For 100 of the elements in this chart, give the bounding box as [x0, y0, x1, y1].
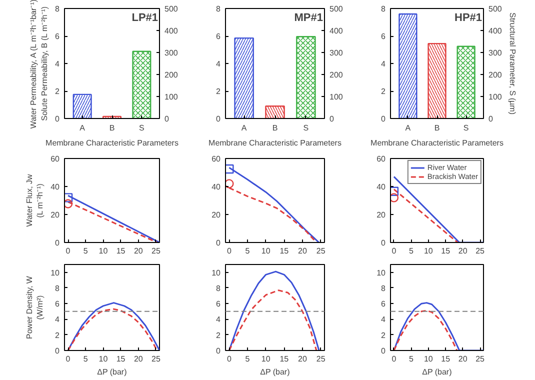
- x-tick-label: 10: [261, 354, 271, 364]
- y-tick-label: 20: [50, 210, 60, 220]
- y-tick-label: 8: [381, 284, 386, 293]
- chart-title: LP#1: [132, 12, 158, 24]
- y-tick-label: 0: [381, 114, 386, 124]
- x-tick-label: 25: [476, 246, 486, 256]
- y-tick-label: 2: [216, 87, 222, 96]
- y-tick-label: 4: [381, 60, 386, 68]
- x-tick-label: 5: [245, 354, 250, 364]
- x-axis-title: Membrane Characteristic Parameters: [46, 138, 178, 148]
- x-tick-label: 10: [261, 246, 271, 256]
- y-tick-label: 0: [55, 238, 60, 248]
- y-tick-label: 2: [55, 87, 60, 96]
- y-tick-label: 10: [212, 268, 222, 278]
- x-tick-label: 20: [458, 246, 468, 256]
- y2-tick-label: 100: [330, 92, 344, 102]
- y2-tick-label: 0: [164, 114, 170, 124]
- x-tick-label: 10: [424, 246, 434, 256]
- y2-tick-label: 0: [330, 114, 334, 124]
- x-axis-title: ΔP (bar): [260, 368, 290, 376]
- y-tick-label: 40: [376, 182, 386, 192]
- y-tick-label: 2: [381, 330, 386, 340]
- x-tick-label: S: [139, 124, 144, 132]
- x-tick-label: 5: [83, 354, 88, 364]
- x-tick-label: 10: [98, 354, 108, 364]
- x-axis-title: ΔP (bar): [422, 368, 452, 376]
- x-tick-label: 20: [458, 354, 468, 364]
- y-tick-label: 0: [216, 114, 222, 124]
- y2-tick-label: 400: [164, 26, 178, 36]
- y-tick-label: 8: [381, 4, 386, 14]
- y-tick-label: 40: [50, 182, 60, 192]
- x-tick-label: 25: [476, 354, 486, 364]
- y-tick-label: 4: [55, 60, 60, 68]
- y-tick-label: 0: [216, 346, 222, 356]
- y2-tick-label: 200: [330, 70, 344, 80]
- x-tick-label: 0: [392, 354, 397, 364]
- x-tick-label: 0: [66, 354, 71, 364]
- y2-tick-label: 400: [330, 26, 344, 36]
- y-tick-label: 10: [50, 268, 60, 278]
- y-tick-label: 40: [212, 182, 222, 192]
- x-tick-label: 5: [83, 246, 88, 256]
- y-tick-label: 2: [381, 87, 386, 96]
- y2-tick-label: 300: [488, 48, 502, 58]
- y2-tick-label: 200: [164, 70, 178, 80]
- y2-tick-label: 500: [330, 4, 344, 14]
- x-axis-title: ΔP (bar): [97, 368, 128, 376]
- y-tick-label: 20: [212, 210, 222, 220]
- x-tick-label: 25: [152, 354, 161, 364]
- y-tick-label: 20: [376, 210, 386, 220]
- y2-tick-label: 100: [164, 92, 178, 102]
- x-tick-label: 15: [280, 354, 290, 364]
- y-tick-label: 4: [381, 315, 386, 324]
- x-tick-label: 0: [226, 354, 232, 364]
- y-tick-label: 6: [216, 300, 222, 309]
- x-tick-label: 20: [298, 246, 308, 256]
- x-tick-label: 25: [152, 246, 161, 256]
- x-tick-label: 20: [134, 354, 144, 364]
- y-axis-title: Water Permeability, A (L m⁻²h⁻¹bar⁻¹) Solute Permeability, B (L m⁻²h⁻¹): [29, 0, 50, 129]
- x-tick-label: 0: [66, 246, 71, 256]
- y-tick-label: 6: [216, 32, 222, 41]
- y2-tick-label: 0: [488, 114, 494, 124]
- y-tick-label: 8: [55, 4, 60, 14]
- y-tick-label: 0: [216, 238, 222, 248]
- x-tick-label: 0: [392, 246, 397, 256]
- y-tick-label: 8: [216, 284, 222, 293]
- x-tick-label: 25: [316, 246, 326, 256]
- y-axis-title: Power Density, W (W/m²): [24, 276, 45, 339]
- x-tick-label: 20: [298, 354, 308, 364]
- x-axis-title: Membrane Characteristic Parameters: [208, 138, 342, 148]
- x-tick-label: 15: [116, 246, 126, 256]
- x-tick-label: 10: [424, 354, 434, 364]
- x-axis-title: Membrane Characteristic Parameters: [370, 138, 504, 148]
- x-tick-label: B: [272, 124, 278, 132]
- y-tick-label: 4: [216, 315, 222, 324]
- y-tick-label: 0: [55, 114, 60, 124]
- y2-tick-label: 200: [488, 70, 502, 80]
- x-tick-label: 0: [226, 246, 232, 256]
- x-tick-label: A: [405, 124, 412, 132]
- y2-tick-label: 400: [488, 26, 502, 36]
- y2-tick-label: 500: [164, 4, 178, 14]
- x-tick-label: 15: [441, 354, 451, 364]
- x-tick-label: 25: [316, 354, 326, 364]
- x-tick-label: B: [434, 124, 440, 132]
- y-tick-label: 2: [216, 330, 222, 340]
- y2-tick-label: 100: [488, 92, 502, 102]
- x-tick-label: A: [241, 124, 248, 132]
- x-tick-label: A: [80, 124, 86, 132]
- x-tick-label: 5: [245, 246, 250, 256]
- x-tick-label: 15: [280, 246, 290, 256]
- y-tick-label: 8: [55, 284, 60, 293]
- x-tick-label: S: [463, 124, 469, 132]
- y-tick-label: 6: [55, 32, 60, 41]
- y-tick-label: 2: [55, 330, 60, 340]
- y-tick-label: 8: [216, 4, 222, 14]
- y2-tick-label: 300: [330, 48, 344, 58]
- y-tick-label: 60: [212, 154, 222, 164]
- y-tick-label: 6: [381, 300, 386, 309]
- y-tick-label: 4: [55, 315, 60, 324]
- x-tick-label: B: [109, 124, 115, 132]
- y-tick-label: 0: [55, 346, 60, 356]
